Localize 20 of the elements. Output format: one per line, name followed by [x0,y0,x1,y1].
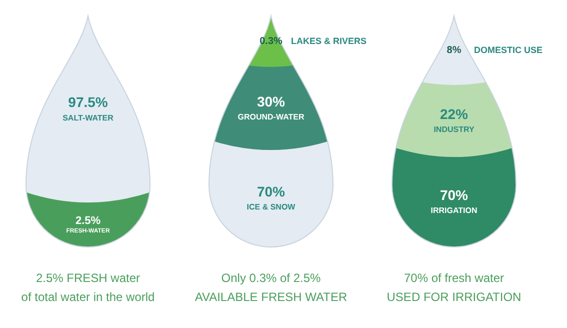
data-label: 70% [440,186,469,203]
category-label: SALT-WATER [62,113,114,122]
category-label: LAKES & RIVERS [291,36,367,46]
data-label: 2.5% [75,214,101,227]
category-label: DOMESTIC USE [474,44,543,55]
text: AVAILABLE FRESH WATER [194,289,348,306]
category-label: INDUSTRY [434,125,475,134]
data-label: 70% [256,183,286,200]
data-label: 8% [446,45,462,56]
text: USED FOR IRRIGATION [386,289,522,306]
category-label: IRRIGATION [430,206,478,216]
text: 2.5% FRESH water [34,270,142,287]
data-label: 22% [440,106,469,122]
text: of total water in the world [20,289,156,306]
category-label: GROUND-WATER [238,112,304,122]
data-label: 97.5% [68,94,108,110]
category-label: ICE & SNOW [246,202,296,212]
data-label: 30% [256,93,286,110]
text: 70% of fresh water [402,270,506,287]
text: Only 0.3% of 2.5% [220,270,322,287]
